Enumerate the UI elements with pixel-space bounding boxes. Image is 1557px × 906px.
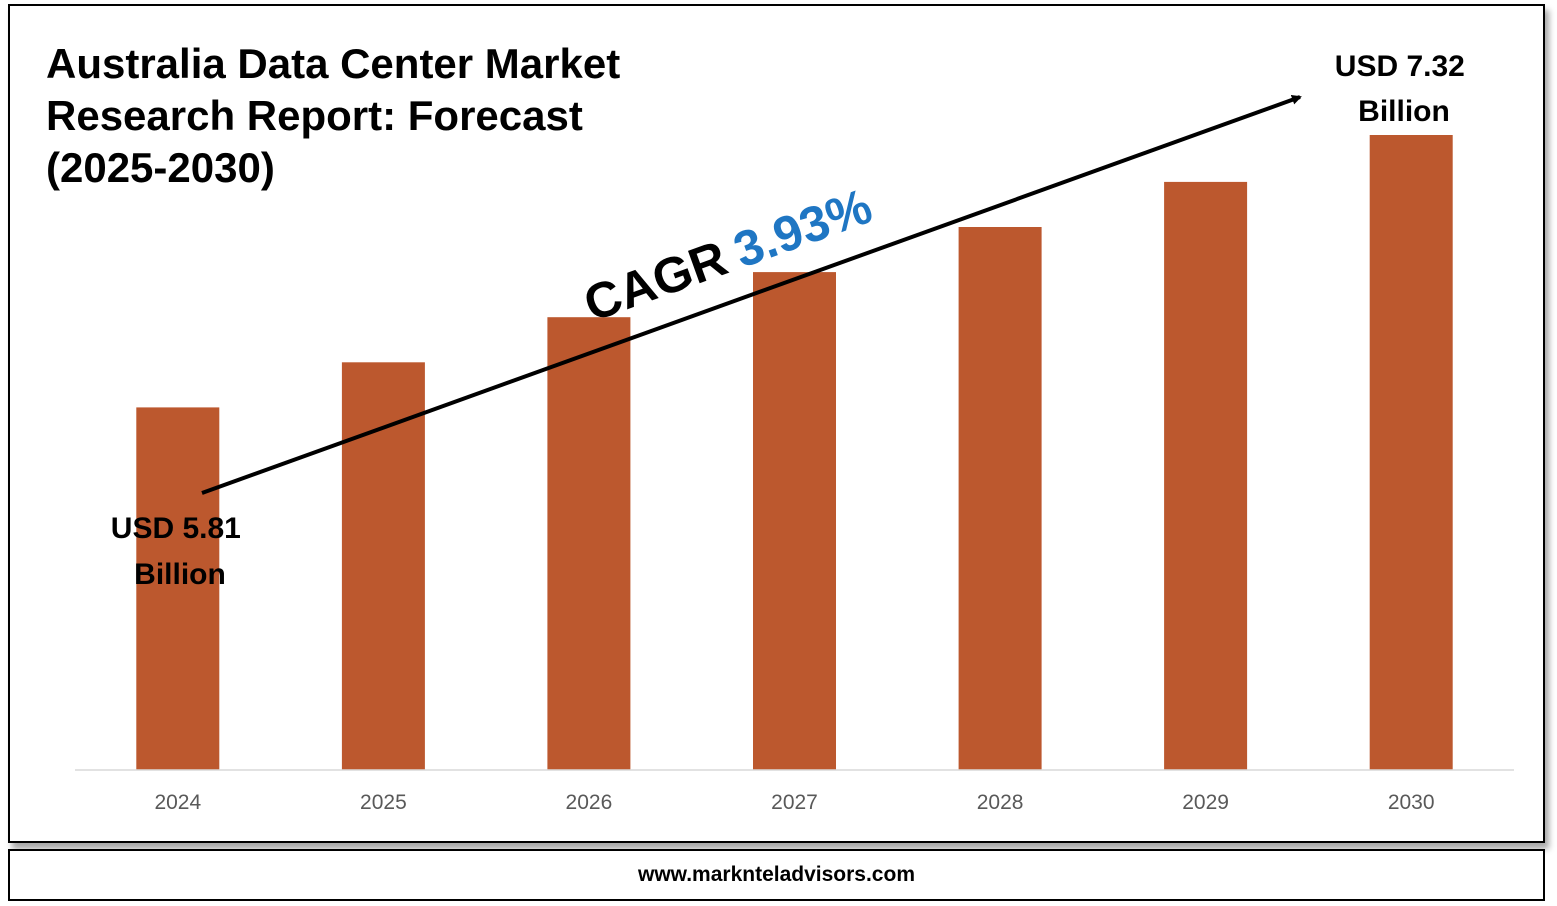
start-value-label: USD 5.81 Billion — [111, 512, 249, 591]
bar-2027 — [753, 272, 836, 770]
x-tick-label-2029: 2029 — [1182, 791, 1229, 814]
footer: www.marknteladvisors.com — [8, 849, 1545, 901]
start-value-line2: Billion — [134, 558, 226, 591]
cagr-arrow — [201, 95, 1302, 495]
bars-group — [136, 135, 1453, 770]
x-tick-label-2026: 2026 — [566, 791, 613, 814]
x-tick-label-2025: 2025 — [360, 791, 407, 814]
x-tick-label-2030: 2030 — [1388, 791, 1435, 814]
x-axis-labels: 2024 2025 2026 2027 2028 2029 2030 — [154, 791, 1434, 814]
bar-2025 — [341, 362, 425, 770]
x-tick-label-2028: 2028 — [977, 791, 1024, 814]
cagr-value: 3.93% — [727, 178, 879, 279]
bar-2030 — [1369, 135, 1453, 770]
x-tick-label-2027: 2027 — [771, 791, 818, 814]
bar-2024 — [136, 407, 220, 770]
end-value-label: USD 7.32 Billion — [1335, 50, 1473, 128]
bar-2028 — [958, 227, 1042, 770]
x-tick-label-2024: 2024 — [154, 791, 201, 814]
end-value-line2: Billion — [1358, 95, 1450, 128]
cagr-label: CAGR — [577, 230, 734, 333]
end-value-line1: USD 7.32 — [1335, 50, 1465, 83]
footer-url[interactable]: www.marknteladvisors.com — [638, 863, 915, 886]
chart-title: Australia Data Center Market Research Re… — [46, 40, 621, 191]
start-value-line1: USD 5.81 — [111, 512, 241, 545]
bar-2026 — [547, 317, 631, 770]
bar-2029 — [1164, 181, 1248, 770]
